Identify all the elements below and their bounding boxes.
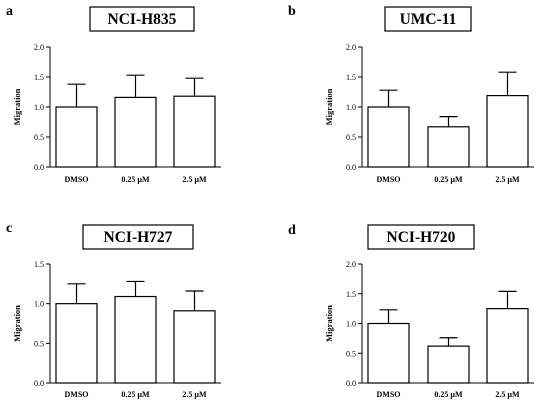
- y-tick-label: 2.0: [34, 43, 44, 52]
- bar: [427, 345, 470, 384]
- category-label: DMSO: [377, 390, 401, 399]
- y-tick-label: 0.0: [34, 379, 44, 388]
- panel-d: d NCI-H720 0.0 0.5 1.0 1.5 2.0 Migration DMSO 0.2…: [288, 223, 534, 399]
- bar: [173, 95, 216, 168]
- y-tick-label: 0.5: [346, 349, 356, 358]
- category-label: DMSO: [65, 175, 89, 184]
- category-label: DMSO: [65, 390, 89, 399]
- category-label: 0.25 µM: [121, 390, 150, 399]
- bar: [173, 310, 216, 384]
- y-tick-label: 2.0: [346, 43, 356, 52]
- y-tick-label: 1.5: [34, 73, 44, 82]
- category-label: 2.5 µM: [495, 175, 520, 184]
- y-tick-label: 0.0: [346, 163, 356, 172]
- y-tick-label: 1.5: [346, 73, 356, 82]
- category-label: 2.5 µM: [182, 390, 207, 399]
- chart-title: NCI-H720: [387, 229, 456, 246]
- y-tick-label: 0.5: [34, 133, 44, 142]
- title-box: [89, 6, 195, 32]
- y-tick-label: 0.5: [346, 133, 356, 142]
- panel-b: b UMC-11 0.0 0.5 1.0 1.5 2.0 Migration DMSO 0.25 …: [288, 4, 534, 184]
- category-label: DMSO: [377, 175, 401, 184]
- panel-letter: c: [6, 221, 12, 236]
- category-label: 0.25 µM: [434, 390, 463, 399]
- y-axis-label: Migration: [12, 305, 22, 342]
- panel-c: c NCI-H727 0.0 0.5 1.0 1.5 Migration DMSO 0.25 µ…: [6, 221, 221, 399]
- y-tick-label: 1.0: [346, 103, 356, 112]
- y-tick-label: 2.0: [346, 260, 356, 269]
- bar: [367, 322, 410, 384]
- chart-title: NCI-H727: [104, 229, 173, 246]
- bar: [367, 106, 410, 168]
- title-box: [384, 6, 472, 32]
- bar: [55, 106, 98, 168]
- y-tick-label: 0.5: [34, 339, 44, 348]
- category-label: 2.5 µM: [495, 390, 520, 399]
- panel-letter: a: [6, 4, 13, 19]
- category-label: 0.25 µM: [434, 175, 463, 184]
- bar: [114, 295, 157, 384]
- title-box: [82, 224, 194, 250]
- y-tick-label: 1.0: [34, 300, 44, 309]
- chart-title: NCI-H835: [108, 11, 177, 28]
- panel-letter: d: [288, 223, 296, 238]
- category-label: 0.25 µM: [121, 175, 150, 184]
- bar: [486, 94, 529, 168]
- bar: [114, 96, 157, 168]
- bar: [486, 308, 529, 384]
- y-axis-label: Migration: [12, 88, 22, 125]
- bar: [427, 126, 470, 168]
- y-tick-label: 1.0: [346, 320, 356, 329]
- y-tick-label: 1.5: [346, 290, 356, 299]
- y-tick-label: 0.0: [346, 379, 356, 388]
- chart-title: UMC-11: [400, 11, 457, 28]
- y-axis-label: Migration: [324, 305, 334, 342]
- category-label: 2.5 µM: [182, 175, 207, 184]
- title-box: [367, 224, 475, 250]
- panel-letter: b: [288, 4, 296, 19]
- y-tick-label: 1.5: [34, 260, 44, 269]
- y-axis-label: Migration: [324, 88, 334, 125]
- panel-a: a NCI-H835 0.0 0.5 1.0 1.5 2.0 Migration DMSO 0.2…: [6, 4, 221, 184]
- y-tick-label: 1.0: [34, 103, 44, 112]
- y-tick-label: 0.0: [34, 163, 44, 172]
- bar: [55, 303, 98, 384]
